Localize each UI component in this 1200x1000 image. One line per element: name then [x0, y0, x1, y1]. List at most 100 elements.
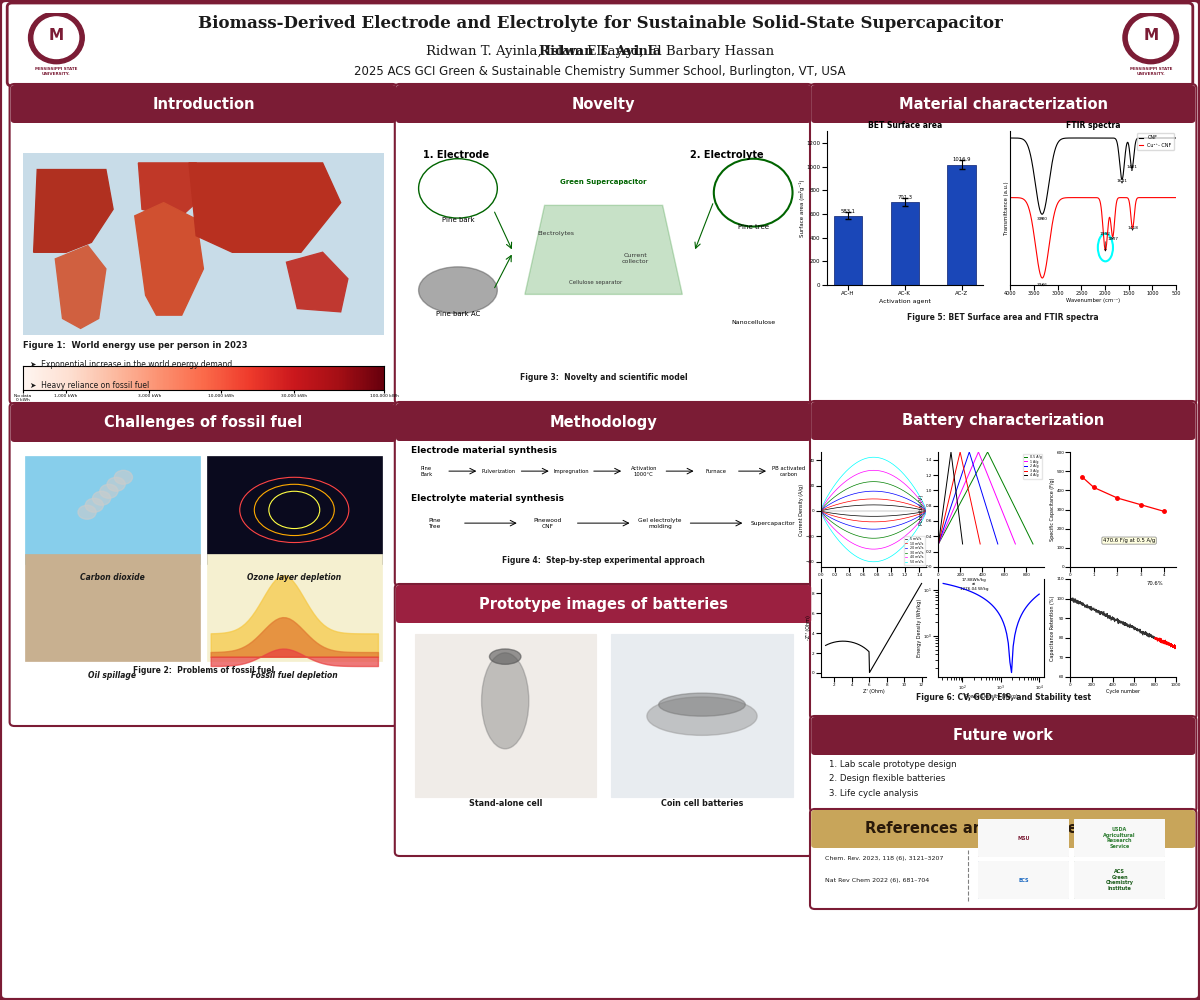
Text: Activation
1000°C: Activation 1000°C: [630, 466, 656, 477]
Cu²⁺- CNF: [1114, 192, 1128, 204]
Text: MSU: MSU: [1018, 835, 1030, 840]
5 mV/s: [876, 499, 890, 511]
5 mV/s: [866, 499, 881, 511]
Circle shape: [1128, 17, 1174, 58]
FancyBboxPatch shape: [11, 85, 396, 123]
FancyBboxPatch shape: [810, 716, 1196, 812]
Cu²⁺- CNF: [1169, 192, 1183, 204]
1 A/g: [931, 538, 946, 550]
4 A/g: [938, 486, 953, 498]
4 A/g: [943, 446, 958, 458]
50 mV/s: [910, 486, 924, 498]
Y-axis label: Current Density (A/g): Current Density (A/g): [799, 483, 804, 536]
X-axis label: Current density (A/g): Current density (A/g): [1098, 579, 1148, 584]
5 mV/s: [902, 502, 917, 514]
Line: 20 mV/s: 20 mV/s: [821, 491, 926, 511]
FancyBboxPatch shape: [7, 3, 1193, 86]
5 mV/s: [814, 505, 828, 517]
50 mV/s: [877, 453, 892, 465]
Ellipse shape: [85, 498, 103, 512]
10 mV/s: [876, 493, 890, 505]
Line: 40 mV/s: 40 mV/s: [821, 470, 926, 511]
40 mV/s: [877, 466, 892, 478]
Text: Pulverization: Pulverization: [482, 469, 516, 474]
Text: Furnace: Furnace: [706, 469, 727, 474]
Text: Oil spillage: Oil spillage: [89, 671, 137, 680]
10 mV/s: [919, 505, 934, 517]
Text: Stand-alone cell: Stand-alone cell: [468, 799, 542, 808]
Ellipse shape: [100, 484, 118, 498]
Text: Figure 2:  Problems of fossil fuel: Figure 2: Problems of fossil fuel: [133, 666, 274, 675]
FancyBboxPatch shape: [811, 810, 1195, 848]
2 A/g: [943, 501, 958, 513]
Text: M: M: [1144, 28, 1158, 43]
Y-axis label: Surface area (m²g⁻¹): Surface area (m²g⁻¹): [799, 179, 805, 237]
Text: Pine
Bark: Pine Bark: [420, 466, 433, 477]
Text: Pine
Tree: Pine Tree: [428, 518, 440, 529]
X-axis label: Potential (V): Potential (V): [858, 579, 889, 584]
Legend: 0.5 A/g, 1 A/g, 2 A/g, 3 A/g, 4 A/g: 0.5 A/g, 1 A/g, 2 A/g, 3 A/g, 4 A/g: [1024, 454, 1043, 479]
Text: MISSISSIPPI STATE
UNIVERSITY.: MISSISSIPPI STATE UNIVERSITY.: [1129, 67, 1172, 76]
10 mV/s: [877, 493, 892, 505]
Line: 3 A/g: 3 A/g: [938, 452, 980, 544]
50 mV/s: [866, 451, 881, 463]
4 A/g: [952, 505, 966, 517]
Text: 1431: 1431: [1127, 165, 1138, 171]
Cu²⁺- CNF: [1003, 192, 1018, 204]
Cu²⁺- CNF: [1034, 272, 1049, 284]
Text: Methodology: Methodology: [550, 414, 658, 430]
FancyBboxPatch shape: [976, 818, 1072, 858]
FancyBboxPatch shape: [810, 401, 1196, 719]
1 A/g: [1004, 530, 1019, 542]
Text: 2025 ACS GCI Green & Sustainable Chemistry Summer School, Burlington, VT, USA: 2025 ACS GCI Green & Sustainable Chemist…: [354, 64, 846, 78]
Text: ➤  Heavy reliance on fossil fuel: ➤ Heavy reliance on fossil fuel: [30, 381, 150, 390]
FancyBboxPatch shape: [10, 84, 397, 404]
50 mV/s: [878, 454, 893, 466]
X-axis label: Power Density (W/kg): Power Density (W/kg): [965, 694, 1018, 699]
50 mV/s: [876, 453, 890, 465]
Text: 1641: 1641: [1116, 179, 1128, 183]
Text: 583.1: 583.1: [840, 209, 856, 214]
Text: Fossil fuel depletion: Fossil fuel depletion: [251, 671, 337, 680]
1 A/g: [976, 456, 990, 468]
50 mV/s: [902, 476, 917, 488]
0.5 A/g: [1009, 505, 1024, 517]
Line: 30 mV/s: 30 mV/s: [821, 482, 926, 511]
1 A/g: [948, 501, 962, 513]
Text: Electrode material synthesis: Electrode material synthesis: [410, 446, 557, 455]
2 A/g: [965, 456, 979, 468]
2 A/g: [980, 505, 995, 517]
Text: Pine tree: Pine tree: [738, 224, 769, 230]
40 mV/s: [866, 464, 881, 476]
20 mV/s: [866, 485, 881, 497]
3 A/g: [966, 505, 980, 517]
Text: USDA
Agricultural
Research
Service: USDA Agricultural Research Service: [1103, 827, 1136, 849]
20 mV/s: [814, 505, 828, 517]
Line: 0.5 A/g: 0.5 A/g: [938, 452, 1033, 544]
Text: 17.88Wh/kg
at
1276.04 W/kg: 17.88Wh/kg at 1276.04 W/kg: [960, 578, 989, 591]
Text: 701.3: 701.3: [898, 195, 912, 200]
10 mV/s: [878, 494, 893, 506]
Text: 470.6 F/g at 0.5 A/g: 470.6 F/g at 0.5 A/g: [1103, 538, 1156, 543]
Text: Nanocellulose: Nanocellulose: [731, 320, 775, 325]
Cu²⁺- CNF: [1102, 219, 1116, 231]
1 A/g: [1008, 538, 1022, 550]
20 mV/s: [877, 486, 892, 498]
Ellipse shape: [92, 491, 110, 505]
Text: Future work: Future work: [953, 728, 1054, 744]
FancyBboxPatch shape: [395, 84, 812, 404]
1 A/g: [971, 446, 985, 458]
20 mV/s: [878, 486, 893, 498]
20 mV/s: [919, 505, 934, 517]
10 mV/s: [814, 505, 828, 517]
0.5 A/g: [931, 538, 946, 550]
Text: Novelty: Novelty: [572, 97, 635, 112]
Text: Figure 4:  Step-by-step experimental approach: Figure 4: Step-by-step experimental appr…: [502, 556, 706, 565]
2 A/g: [971, 474, 985, 486]
Line: 1 A/g: 1 A/g: [938, 452, 1015, 544]
10 mV/s: [902, 498, 917, 510]
0.5 A/g: [952, 501, 966, 513]
30 mV/s: [902, 489, 917, 501]
CNF: [1046, 151, 1061, 163]
Text: 1. Lab scale prototype design: 1. Lab scale prototype design: [829, 760, 956, 769]
